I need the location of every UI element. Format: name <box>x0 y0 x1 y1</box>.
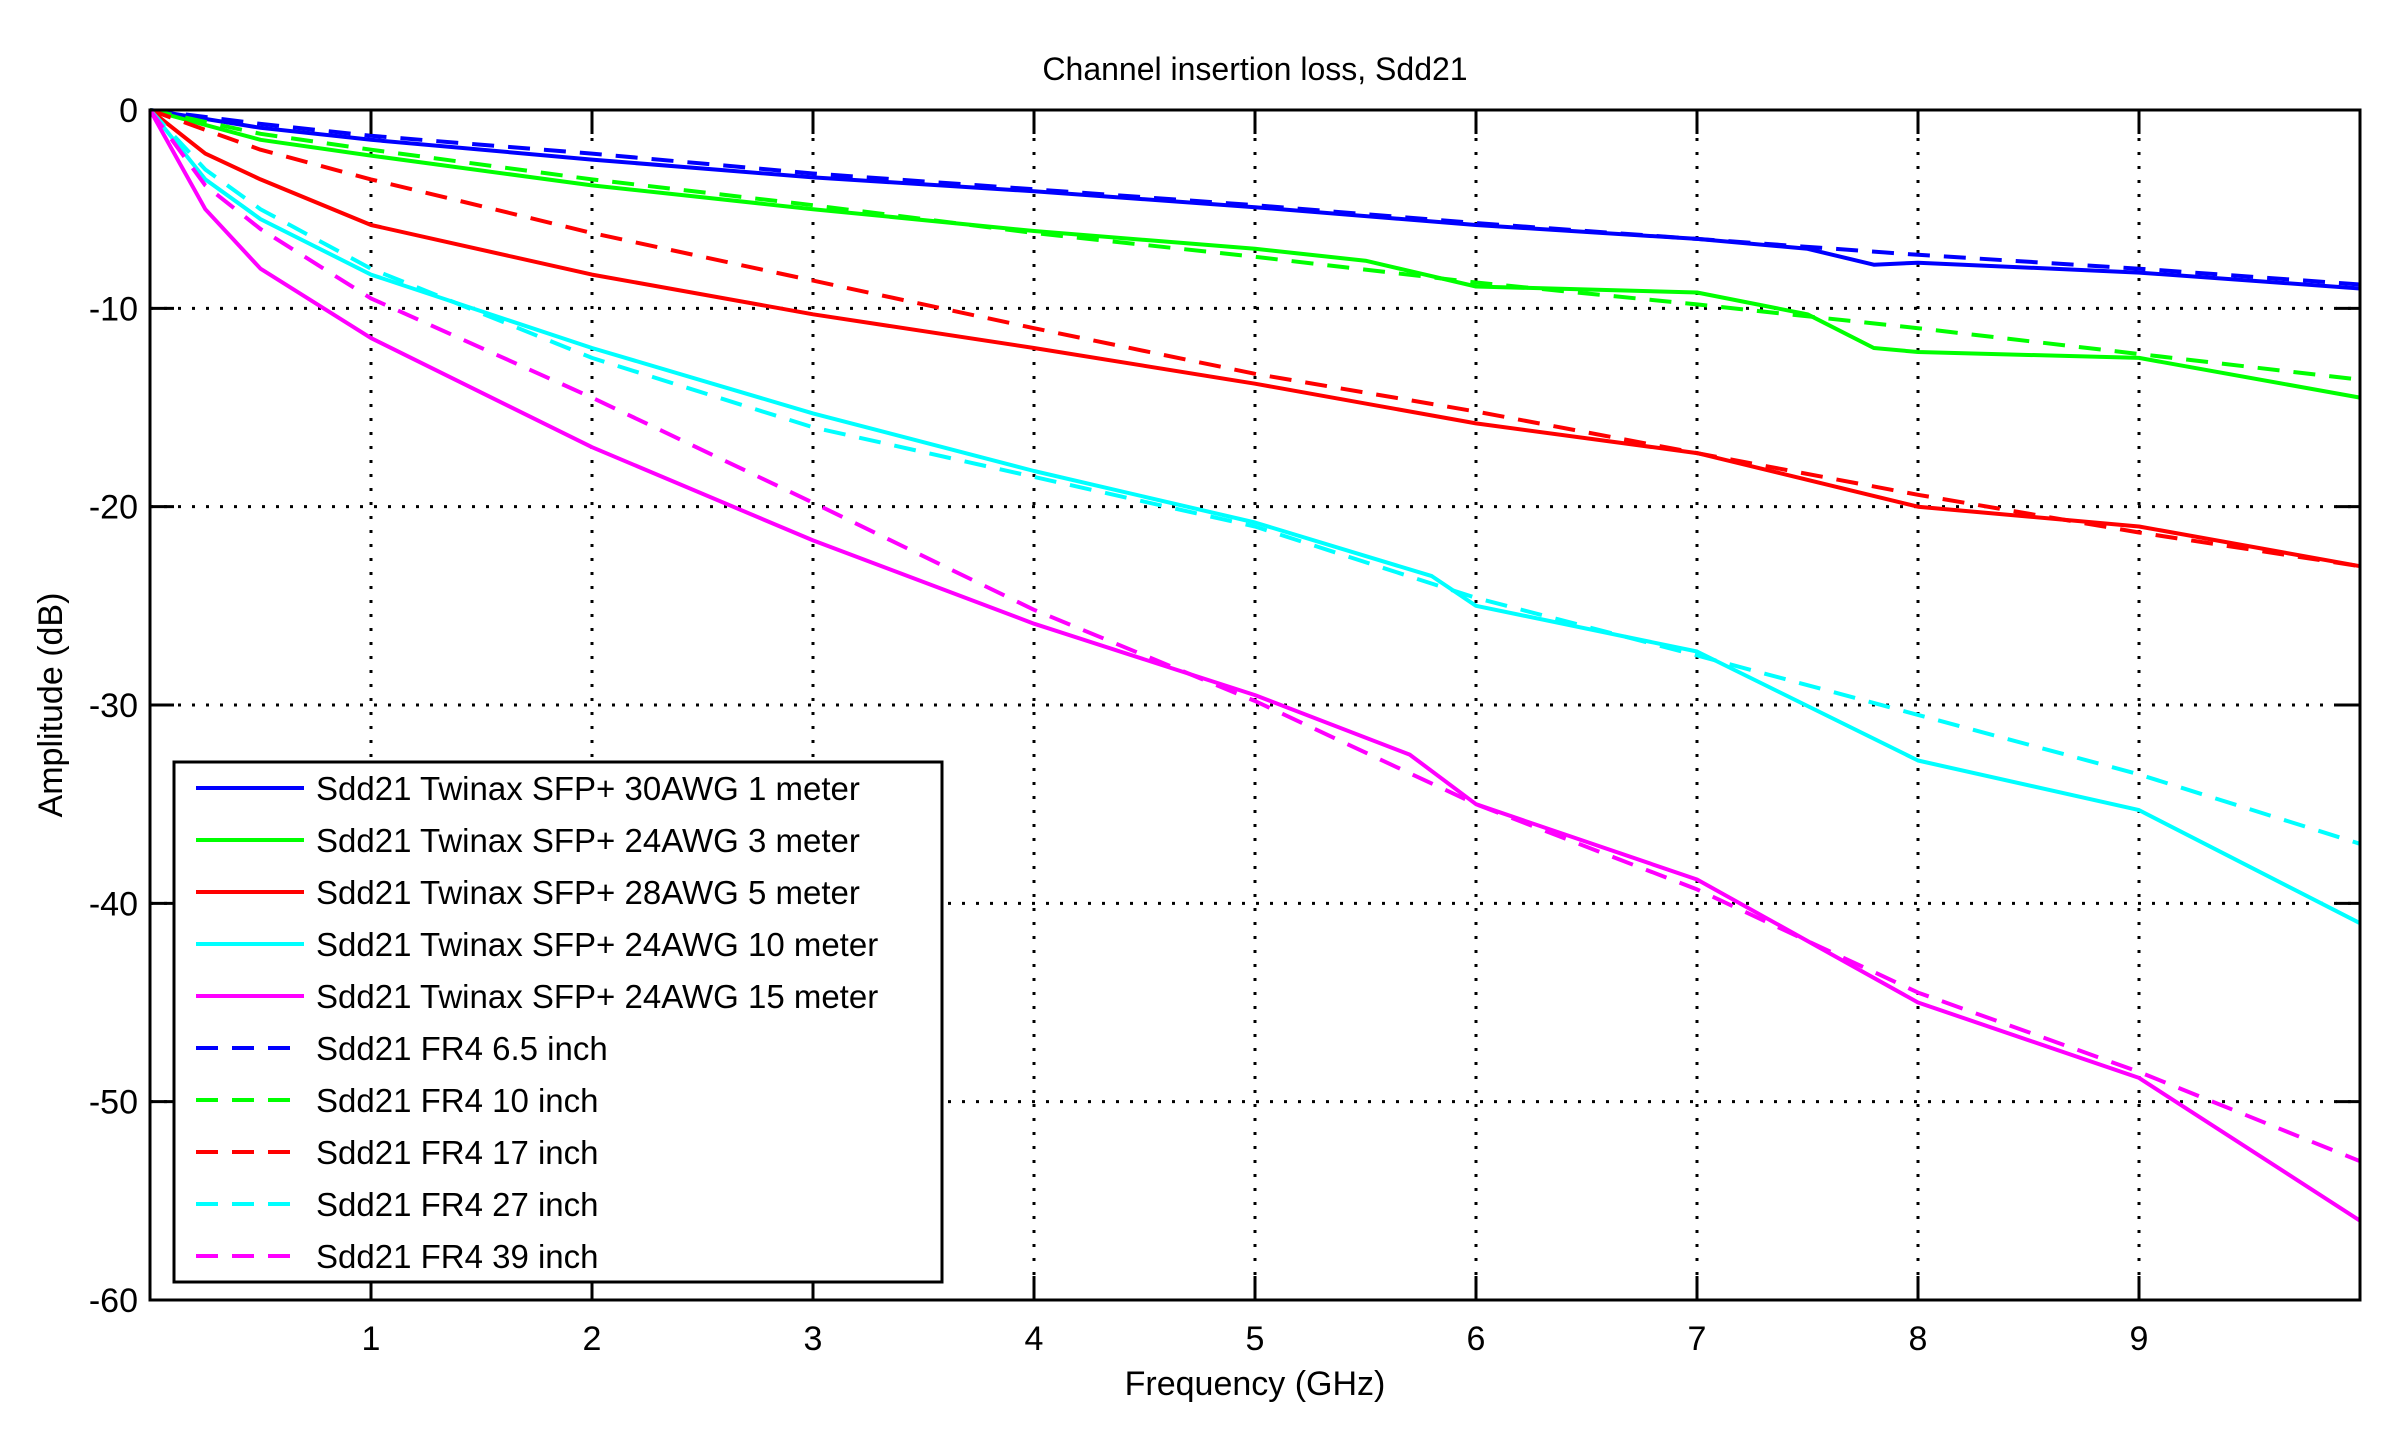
y-tick-label: -40 <box>89 885 138 923</box>
y-tick-label: 0 <box>119 92 138 130</box>
series-line-9 <box>148 108 2361 1164</box>
series-line-4 <box>148 109 2362 1223</box>
y-tick-label: -30 <box>89 687 138 725</box>
series-line-1 <box>149 108 2361 400</box>
series-line-8 <box>148 108 2361 846</box>
x-tick-label: 3 <box>804 1320 823 1358</box>
legend-label: Sdd21 FR4 17 inch <box>316 1134 599 1171</box>
legend-label: Sdd21 Twinax SFP+ 24AWG 10 meter <box>316 926 878 963</box>
legend: Sdd21 Twinax SFP+ 30AWG 1 meter Sdd21 Twi… <box>172 760 944 1284</box>
legend-box <box>172 760 944 1284</box>
y-tick-label: -20 <box>89 489 138 527</box>
series-line-3 <box>148 108 2361 925</box>
series-line-7 <box>149 108 2361 569</box>
series-line-5 <box>149 108 2361 287</box>
x-tick-label: 2 <box>583 1320 602 1358</box>
x-tick-label: 1 <box>362 1320 381 1358</box>
y-tick-label: -50 <box>89 1084 138 1122</box>
grid <box>150 110 2360 1300</box>
x-tick-label: 5 <box>1246 1320 1265 1358</box>
legend-label: Sdd21 FR4 39 inch <box>316 1238 599 1275</box>
legend-label: Sdd21 FR4 6.5 inch <box>316 1030 608 1067</box>
series-line-2 <box>148 108 2361 569</box>
x-tick-label: 9 <box>2130 1320 2149 1358</box>
x-tick-label: 7 <box>1688 1320 1707 1358</box>
legend-label: Sdd21 Twinax SFP+ 24AWG 15 meter <box>316 978 878 1015</box>
legend-label: Sdd21 FR4 27 inch <box>316 1186 599 1223</box>
x-tick-label: 4 <box>1025 1320 1044 1358</box>
chart-title: Channel insertion loss, Sdd21 <box>1042 51 1467 87</box>
legend-label: Sdd21 Twinax SFP+ 24AWG 3 meter <box>316 822 860 859</box>
legend-label: Sdd21 FR4 10 inch <box>316 1082 599 1119</box>
legend-label: Sdd21 Twinax SFP+ 30AWG 1 meter <box>316 770 860 807</box>
x-axis-label: Frequency (GHz) <box>1125 1365 1386 1403</box>
y-axis-label: Amplitude (dB) <box>32 593 70 818</box>
series-line-6 <box>149 108 2361 382</box>
series-line-0 <box>149 108 2361 291</box>
ticks: 1 2 3 4 5 6 7 8 9 0 -10 -20 -30 -40 -50 -60 <box>89 92 2360 1358</box>
x-tick-label: 6 <box>1467 1320 1486 1358</box>
y-tick-label: -10 <box>89 290 138 328</box>
y-tick-label: -60 <box>89 1282 138 1320</box>
x-tick-label: 8 <box>1909 1320 1928 1358</box>
series-group <box>148 108 2362 1223</box>
legend-label: Sdd21 Twinax SFP+ 28AWG 5 meter <box>316 874 860 911</box>
